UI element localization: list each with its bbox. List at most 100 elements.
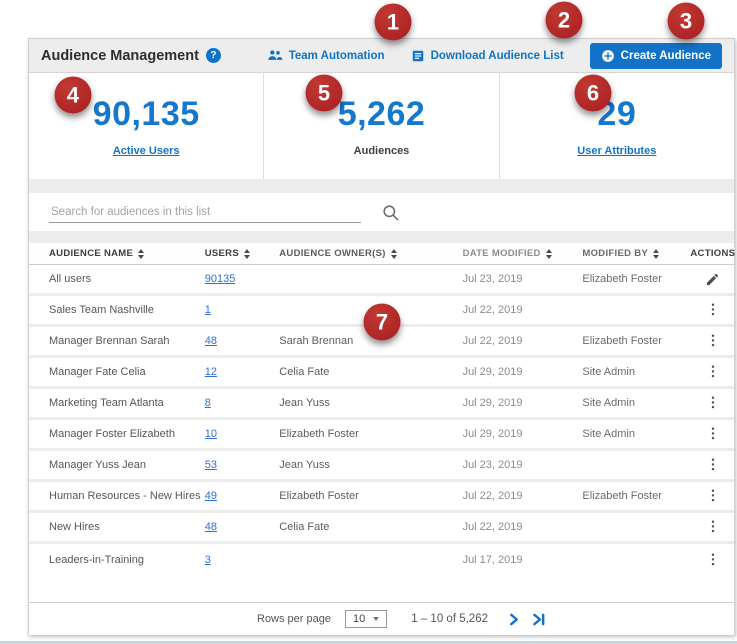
callout-badge-4: 4 xyxy=(54,76,92,114)
title-bar: Audience Management ? Team Automation Do… xyxy=(29,39,734,73)
download-audience-list-label: Download Audience List xyxy=(430,49,564,62)
rows-per-page-label: Rows per page xyxy=(257,613,331,625)
row-menu-button[interactable] xyxy=(704,393,722,413)
actions-cell xyxy=(692,486,734,506)
active-users-link[interactable]: Active Users xyxy=(112,145,180,157)
callout-badge-1: 1 xyxy=(374,3,412,41)
row-menu-button[interactable] xyxy=(704,517,722,537)
sort-icon xyxy=(243,248,250,259)
users-cell: 49 xyxy=(202,490,280,502)
last-page-button[interactable] xyxy=(532,613,546,626)
users-count-link[interactable]: 53 xyxy=(204,459,217,471)
modified-by-cell: Site Admin xyxy=(582,366,635,378)
rows-per-page-select[interactable]: 10 xyxy=(345,610,388,628)
user-attributes-link[interactable]: User Attributes xyxy=(577,145,657,157)
stat-user-attributes: 29 User Attributes xyxy=(498,73,734,179)
audience-owner-cell: Jean Yuss xyxy=(279,459,330,471)
users-cell: 48 xyxy=(202,521,280,533)
row-menu-button[interactable] xyxy=(704,300,722,320)
date-modified-cell: Jul 29, 2019 xyxy=(462,397,523,409)
users-cell: 8 xyxy=(202,397,280,409)
table-row: Human Resources - New Hires 49 Elizabeth… xyxy=(29,482,734,513)
actions-cell xyxy=(692,517,734,537)
table-row: All users 90135 Jul 23, 2019 Elizabeth F… xyxy=(29,265,734,296)
chevron-right-icon xyxy=(508,613,520,626)
team-icon xyxy=(267,49,283,62)
users-count-link[interactable]: 49 xyxy=(204,490,217,502)
users-count-link[interactable]: 12 xyxy=(204,366,217,378)
sort-icon xyxy=(138,248,145,259)
actions-cell xyxy=(692,270,734,289)
kebab-menu-icon xyxy=(706,519,720,535)
search-input[interactable] xyxy=(49,201,361,223)
table-header-row: AUDIENCE NAME USERS AUDIENCE OWNER(S) DA… xyxy=(29,243,735,265)
actions-cell xyxy=(692,455,734,475)
audience-table: AUDIENCE NAME USERS AUDIENCE OWNER(S) DA… xyxy=(29,243,735,635)
team-automation-link[interactable]: Team Automation xyxy=(267,49,385,62)
audience-owner-cell: Jean Yuss xyxy=(279,397,330,409)
date-modified-cell: Jul 23, 2019 xyxy=(462,459,523,471)
column-header-audience-name[interactable]: AUDIENCE NAME xyxy=(29,248,202,259)
pencil-icon xyxy=(705,272,720,287)
audiences-label: Audiences xyxy=(353,145,410,157)
row-menu-button[interactable] xyxy=(704,455,722,475)
row-menu-button[interactable] xyxy=(704,550,722,570)
audience-name-cell: New Hires xyxy=(49,521,100,533)
column-header-audience-owners[interactable]: AUDIENCE OWNER(S) xyxy=(279,248,462,259)
pager-controls xyxy=(508,613,546,626)
download-audience-list-link[interactable]: Download Audience List xyxy=(411,49,564,63)
audience-management-card: Audience Management ? Team Automation Do… xyxy=(28,38,735,635)
callout-badge-7: 7 xyxy=(363,303,401,341)
audience-name-cell: Human Resources - New Hires xyxy=(49,490,201,502)
chevron-last-icon xyxy=(532,613,546,626)
users-cell: 1 xyxy=(202,304,280,316)
create-audience-label: Create Audience xyxy=(620,49,711,62)
date-modified-cell: Jul 17, 2019 xyxy=(462,553,523,566)
pagination-range: 1 – 10 of 5,262 xyxy=(411,613,488,625)
users-count-link[interactable]: 8 xyxy=(204,397,211,409)
column-header-date-modified[interactable]: DATE MODIFIED xyxy=(463,248,583,259)
users-count-link[interactable]: 90135 xyxy=(204,273,236,285)
next-page-button[interactable] xyxy=(508,613,520,626)
users-count-link[interactable]: 3 xyxy=(204,553,211,566)
users-cell: 53 xyxy=(202,459,280,471)
column-header-users[interactable]: USERS xyxy=(202,248,280,259)
row-menu-button[interactable] xyxy=(704,331,722,351)
edit-action-button[interactable] xyxy=(703,270,722,289)
help-icon[interactable]: ? xyxy=(205,48,221,63)
rows-per-page-value: 10 xyxy=(353,613,366,625)
users-count-link[interactable]: 10 xyxy=(204,428,217,440)
audience-owner-cell: Celia Fate xyxy=(279,521,330,533)
modified-by-cell: Elizabeth Foster xyxy=(582,490,662,502)
chevron-down-icon xyxy=(373,617,380,621)
audience-name-cell: All users xyxy=(49,273,92,285)
list-document-icon xyxy=(411,49,425,63)
date-modified-cell: Jul 29, 2019 xyxy=(462,428,523,440)
row-menu-button[interactable] xyxy=(704,486,722,506)
row-menu-button[interactable] xyxy=(704,362,722,382)
page-title: Audience Management xyxy=(41,47,199,64)
search-icon[interactable] xyxy=(381,203,400,222)
users-count-link[interactable]: 48 xyxy=(204,521,217,533)
modified-by-cell: Site Admin xyxy=(582,397,635,409)
users-count-link[interactable]: 1 xyxy=(204,304,211,316)
kebab-menu-icon xyxy=(706,552,720,568)
sort-icon xyxy=(653,248,659,259)
create-audience-button[interactable]: Create Audience xyxy=(589,42,722,69)
date-modified-cell: Jul 22, 2019 xyxy=(462,521,523,533)
column-header-modified-by[interactable]: MODIFIED BY xyxy=(582,248,691,259)
audience-owner-cell: Sarah Brennan xyxy=(279,335,354,347)
actions-cell xyxy=(692,550,734,570)
table-footer: Rows per page 10 1 – 10 of 5,262 xyxy=(29,602,734,635)
callout-badge-5: 5 xyxy=(305,74,343,112)
row-menu-button[interactable] xyxy=(704,424,722,444)
actions-cell xyxy=(692,362,734,382)
kebab-menu-icon xyxy=(706,364,720,380)
table-row: Leaders-in-Training 3 Jul 17, 2019 xyxy=(29,544,734,575)
kebab-menu-icon xyxy=(706,426,720,442)
table-row: New Hires 48 Celia Fate Jul 22, 2019 xyxy=(29,513,734,544)
stat-active-users: 90,135 Active Users xyxy=(29,73,263,179)
users-count-link[interactable]: 48 xyxy=(204,335,217,347)
audience-name-cell: Leaders-in-Training xyxy=(49,553,144,566)
audiences-value: 5,262 xyxy=(337,95,426,133)
